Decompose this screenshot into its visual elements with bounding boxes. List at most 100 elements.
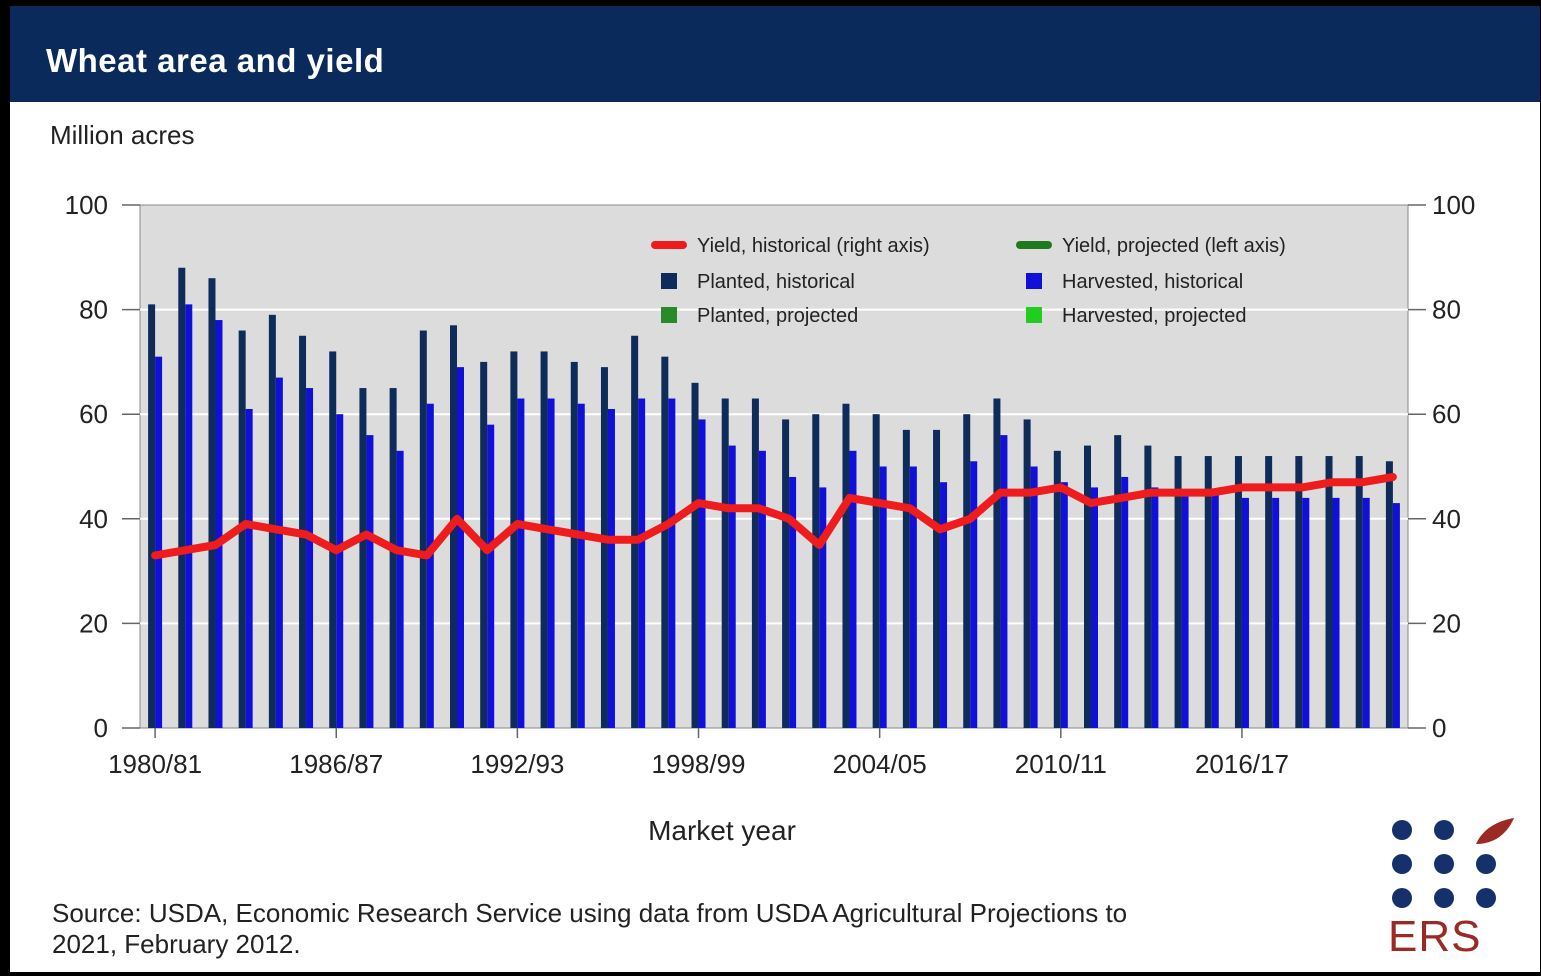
left-tick-label: 100 [65, 190, 108, 220]
bar-harvested-historical [487, 424, 495, 728]
bar-planted-historical [208, 278, 216, 728]
bar-planted-historical [1053, 450, 1061, 728]
bar-harvested-historical [758, 450, 766, 728]
bar-harvested-projected [1211, 492, 1219, 728]
x-tick-label: 1980/81 [108, 749, 202, 779]
legend-label: Yield, historical (right axis) [697, 235, 930, 257]
bar-harvested-historical [607, 408, 615, 728]
bar-planted-historical [419, 330, 427, 728]
bar-harvested-projected [1362, 497, 1370, 728]
bar-harvested-historical [517, 398, 525, 728]
bar-harvested-historical [336, 414, 344, 728]
bar-harvested-historical [909, 466, 917, 728]
bar-planted-historical [1023, 419, 1031, 728]
bar-planted-historical [872, 414, 880, 728]
bar-harvested-historical [849, 450, 857, 728]
bar-harvested-projected [1181, 492, 1189, 728]
bar-planted-projected [1084, 445, 1091, 728]
bar-harvested-projected [1091, 487, 1098, 728]
left-tick-label: 0 [94, 713, 108, 743]
bar-planted-historical [691, 382, 699, 728]
bar-harvested-historical [1060, 482, 1068, 728]
bar-harvested-historical [1030, 466, 1038, 728]
bar-planted-projected [1355, 456, 1363, 728]
chart-title: Wheat area and yield [46, 42, 385, 79]
x-tick-label: 2016/17 [1195, 749, 1289, 779]
bar-harvested-historical [426, 403, 434, 728]
legend-swatch [661, 307, 677, 323]
bar-harvested-historical [638, 398, 646, 728]
bar-harvested-historical [306, 388, 314, 728]
bar-harvested-projected [1151, 487, 1159, 728]
bar-planted-historical [993, 398, 1001, 728]
bar-planted-historical [631, 335, 639, 728]
bar-planted-historical [329, 351, 337, 728]
bar-planted-historical [902, 429, 910, 728]
bar-harvested-historical [215, 320, 223, 728]
right-tick-label: 80 [1432, 295, 1461, 325]
bar-harvested-projected [1241, 497, 1249, 728]
bar-harvested-projected [1332, 497, 1340, 728]
legend-swatch [1026, 273, 1042, 289]
x-tick-label: 1986/87 [289, 749, 383, 779]
bar-harvested-projected [1302, 497, 1310, 728]
bar-planted-projected [1295, 456, 1303, 728]
bar-harvested-historical [275, 377, 283, 728]
bar-planted-historical [721, 398, 729, 728]
bar-harvested-historical [879, 466, 887, 728]
bar-planted-historical [178, 267, 186, 728]
legend-label: Planted, projected [697, 305, 858, 327]
bar-planted-historical [751, 398, 759, 728]
right-tick-label: 40 [1432, 504, 1461, 534]
bar-harvested-historical [789, 476, 797, 728]
bar-planted-historical [933, 429, 941, 728]
bar-planted-historical [510, 351, 518, 728]
bar-planted-projected [1204, 456, 1212, 728]
yield-historical-line [151, 473, 1397, 560]
bar-harvested-historical [185, 304, 193, 728]
bar-planted-historical [148, 304, 156, 728]
right-tick-label: 100 [1432, 190, 1475, 220]
ers-logo-text: ERS [1388, 912, 1482, 961]
bar-planted-projected [1174, 456, 1182, 728]
bar-harvested-historical [577, 403, 585, 728]
bar-harvested-projected [1272, 497, 1280, 728]
ers-logo: ERS [1380, 814, 1520, 964]
bar-harvested-historical [940, 482, 948, 728]
bar-planted-projected [1325, 456, 1333, 728]
left-axis-unit-label: Million acres [50, 120, 195, 150]
bar-harvested-historical [155, 356, 163, 728]
bar-planted-projected [1234, 456, 1242, 728]
ers-logo-dots-icon [1392, 818, 1514, 908]
x-axis-label: Market year [648, 815, 796, 846]
source-note: Source: USDA, Economic Research Service … [52, 898, 1128, 959]
legend-label: Yield, projected (left axis) [1062, 235, 1286, 257]
bar-planted-projected [1144, 445, 1152, 728]
bar-harvested-historical [245, 408, 253, 728]
legend-swatch [661, 273, 677, 289]
legend-label: Harvested, historical [1062, 271, 1243, 293]
x-tick-label: 1998/99 [652, 749, 746, 779]
x-tick-label: 2004/05 [833, 749, 927, 779]
legend-label: Planted, historical [697, 271, 855, 293]
bar-planted-historical [812, 414, 820, 728]
bar-harvested-historical [728, 445, 736, 728]
legend-label: Harvested, projected [1062, 305, 1247, 327]
left-tick-label: 80 [79, 295, 108, 325]
bar-harvested-historical [668, 398, 676, 728]
bar-harvested-historical [547, 398, 555, 728]
plot-background [139, 204, 1409, 729]
bar-planted-projected [1385, 461, 1393, 728]
bar-planted-historical [359, 388, 367, 728]
left-tick-label: 60 [79, 399, 108, 429]
bar-harvested-historical [366, 435, 374, 728]
bar-planted-historical [782, 419, 790, 728]
bar-harvested-historical [457, 367, 464, 728]
bar-harvested-historical [819, 487, 827, 728]
bar-harvested-projected [1392, 503, 1400, 728]
right-tick-label: 20 [1432, 608, 1461, 638]
title-bar: Wheat area and yield [10, 6, 1540, 102]
bar-planted-historical [661, 356, 669, 728]
bar-planted-projected [1265, 456, 1273, 728]
